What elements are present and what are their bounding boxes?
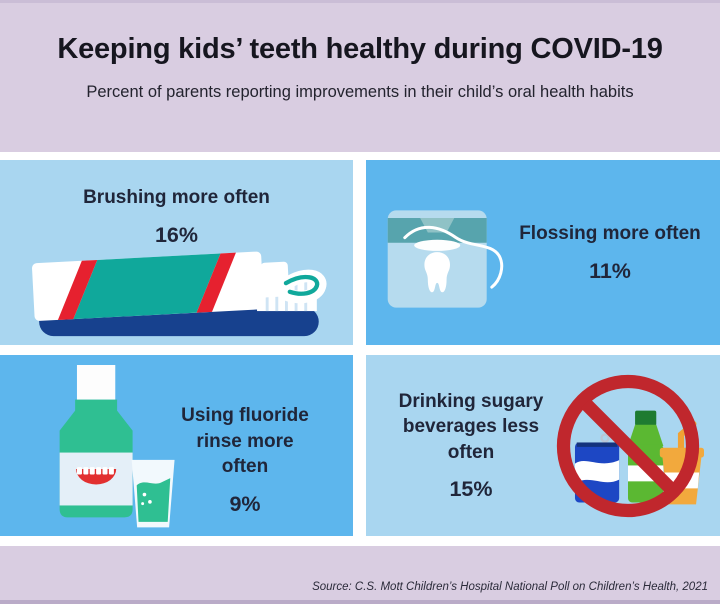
stat-label: Drinking sugary beverages less often: [398, 390, 544, 463]
source-citation: Source: C.S. Mott Children’s Hospital Na…: [312, 581, 708, 593]
prohibition-sign: [556, 374, 700, 517]
panel-brushing: Brushing more often 16%: [0, 160, 353, 345]
stat-label: Using fluoride rinse more often: [181, 405, 309, 478]
stat-value: 9%: [229, 491, 261, 516]
page-title: Keeping kids’ teeth healthy during COVID…: [57, 33, 663, 65]
stat-text-block: Using fluoride rinse more often 9%: [181, 403, 353, 517]
stat-label: Flossing more often: [519, 223, 701, 245]
footer: Source: C.S. Mott Children’s Hospital Na…: [0, 546, 720, 604]
dental-floss-box-icon: [387, 209, 504, 308]
teeth-row: [76, 467, 114, 475]
stat-value: 11%: [589, 258, 631, 283]
stat-panel-grid: Brushing more often 16%: [0, 160, 720, 536]
page-subtitle: Percent of parents reporting improvement…: [86, 83, 634, 101]
toothpaste-squirt: [279, 269, 327, 304]
header: Keeping kids’ teeth healthy during COVID…: [0, 0, 720, 152]
floss-thread: [403, 225, 504, 289]
tooth-icon: [424, 251, 450, 292]
floss-dispenser-slot: [414, 239, 461, 251]
stat-text-block: Flossing more often 11%: [514, 221, 720, 284]
stat-value: 16%: [154, 222, 199, 247]
panel-flossing: Flossing more often 11%: [366, 160, 720, 345]
stat-text-block: Drinking sugary beverages less often 15%: [366, 389, 552, 503]
toothpaste-tube: [32, 251, 290, 321]
stat-label: Brushing more often: [83, 187, 270, 208]
panel-sugary-beverages: Drinking sugary beverages less often 15%: [366, 355, 720, 536]
bottle-cap: [76, 365, 116, 400]
panel-fluoride-rinse: Using fluoride rinse more often 9%: [0, 355, 353, 536]
mouthwash-bottle-and-glass-icon: [59, 365, 175, 528]
no-sugary-drinks-icon: [556, 374, 704, 517]
stat-value: 15%: [449, 477, 493, 502]
toothpaste-tube-and-toothbrush-icon: [32, 251, 327, 337]
rinse-glass: [131, 459, 175, 528]
